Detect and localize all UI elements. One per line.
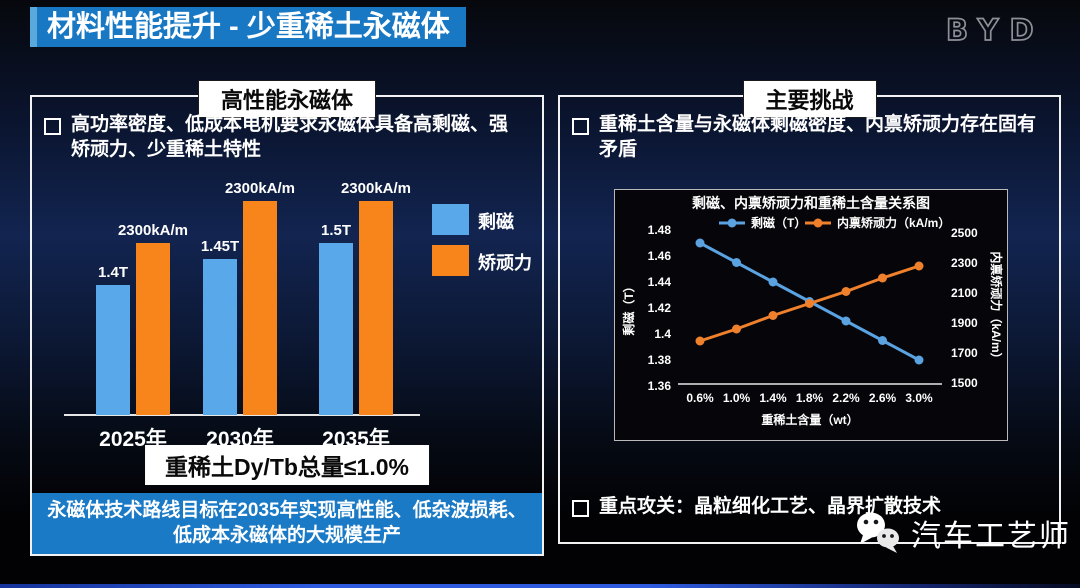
svg-text:2.2%: 2.2% (832, 391, 860, 405)
svg-text:0.6%: 0.6% (686, 391, 714, 405)
bar-value-label: 1.5T (320, 222, 351, 239)
watermark: 汽车工艺师 (853, 510, 1071, 556)
bullet-square-icon (572, 118, 589, 135)
right-panel-bullet: 重稀土含量与永磁体剩磁密度、内禀矫顽力存在固有矛盾 (572, 113, 1044, 162)
svg-text:1500: 1500 (951, 376, 978, 390)
left-panel: 高性能永磁体 高功率密度、低成本电机要求永磁体具备高剩磁、强矫顽力、少重稀土特性… (30, 80, 544, 556)
page-title: 材料性能提升 - 少重稀土永磁体 (30, 7, 466, 47)
bar-剩磁-2030年 (203, 259, 237, 415)
target-box: 重稀土Dy/Tb总量≤1.0% (145, 445, 429, 485)
bottom-edge-glow (0, 584, 1080, 588)
line-chart: 剩磁、内禀矫顽力和重稀土含量关系图剩磁（T） 内禀矫顽力（kA/m） 1.36 1.3… (614, 189, 1008, 441)
bar-value-label: 1.45T (200, 238, 240, 255)
svg-text:1.44: 1.44 (648, 275, 672, 289)
bar-value-label: 2300kA/m (117, 222, 189, 239)
svg-text:内禀矫顽力（kA/m）: 内禀矫顽力（kA/m） (837, 215, 950, 230)
svg-text:BYD: BYD (946, 13, 1045, 47)
right-panel-bullet2: 重点攻关：晶粒细化工艺、晶界扩散技术 (572, 495, 1044, 520)
bar-value-label: 2300kA/m (224, 180, 296, 197)
left-panel-header: 高性能永磁体 (197, 80, 377, 118)
svg-text:1.0%: 1.0% (723, 391, 751, 405)
svg-text:2100: 2100 (951, 286, 978, 300)
legend-label: 剩磁 (478, 212, 514, 232)
left-panel-bullet-text: 高功率密度、低成本电机要求永磁体具备高剩磁、强矫顽力、少重稀土特性 (71, 114, 509, 160)
svg-text:1.4: 1.4 (654, 327, 671, 341)
bar-chart-axis (64, 414, 420, 416)
right-panel-header: 主要挑战 (742, 80, 877, 118)
legend-swatch-矫顽力 (432, 245, 469, 276)
watermark-text: 汽车工艺师 (911, 520, 1071, 553)
svg-text:剩磁（T）: 剩磁（T） (751, 215, 806, 230)
bar-剩磁-2035年 (319, 243, 353, 415)
svg-text:2.6%: 2.6% (869, 391, 897, 405)
legend-swatch-剩磁 (432, 204, 469, 235)
right-panel-bullet-text: 重稀土含量与永磁体剩磁密度、内禀矫顽力存在固有矛盾 (599, 114, 1037, 160)
left-panel-bullet: 高功率密度、低成本电机要求永磁体具备高剩磁、强矫顽力、少重稀土特性 (44, 113, 526, 162)
svg-text:1.8%: 1.8% (796, 391, 824, 405)
right-panel: 主要挑战 重稀土含量与永磁体剩磁密度、内禀矫顽力存在固有矛盾 剩磁、内禀矫顽力和… (558, 80, 1061, 544)
svg-text:2300: 2300 (951, 256, 978, 270)
bar-value-label: 1.4T (97, 264, 128, 281)
svg-text:重稀土含量（wt）: 重稀土含量（wt） (761, 412, 858, 427)
svg-text:1.46: 1.46 (648, 249, 672, 263)
bar-矫顽力-2025年 (136, 243, 170, 415)
bullet-square-icon (572, 500, 589, 518)
svg-text:内禀矫顽力（kA/m）: 内禀矫顽力（kA/m） (989, 251, 1004, 364)
svg-text:1.36: 1.36 (648, 379, 672, 393)
byd-logo-icon: BYD (945, 12, 1045, 48)
svg-text:1.42: 1.42 (648, 301, 672, 315)
roadmap-banner: 永磁体技术路线目标在2035年实现高性能、低杂波损耗、低成本永磁体的大规模生产 (32, 492, 542, 554)
svg-text:2500: 2500 (951, 226, 978, 240)
wechat-icon (857, 512, 899, 553)
svg-text:1900: 1900 (951, 316, 978, 330)
legend-label: 矫顽力 (478, 253, 532, 273)
bar-矫顽力-2030年 (243, 201, 277, 415)
right-panel-bullet2-text: 重点攻关：晶粒细化工艺、晶界扩散技术 (599, 496, 942, 518)
bar-矫顽力-2035年 (359, 201, 393, 415)
svg-text:剩磁、内禀矫顽力和重稀土含量关系图: 剩磁、内禀矫顽力和重稀土含量关系图 (692, 195, 930, 211)
bar-value-label: 2300kA/m (340, 180, 412, 197)
svg-text:剩磁（T）: 剩磁（T） (621, 280, 636, 335)
svg-text:1.38: 1.38 (648, 353, 672, 367)
svg-text:1700: 1700 (951, 346, 978, 360)
bullet-square-icon (44, 118, 61, 135)
bar-剩磁-2025年 (96, 285, 130, 415)
byd-logo: BYD (944, 12, 1062, 53)
svg-text:1.48: 1.48 (648, 223, 672, 237)
svg-text:1.4%: 1.4% (759, 391, 787, 405)
svg-text:3.0%: 3.0% (905, 391, 933, 405)
bar-chart: 1.4T 2300kA/m 2025年 1.45T 2300kA/m 2030年 1.5T 2… (32, 180, 542, 451)
